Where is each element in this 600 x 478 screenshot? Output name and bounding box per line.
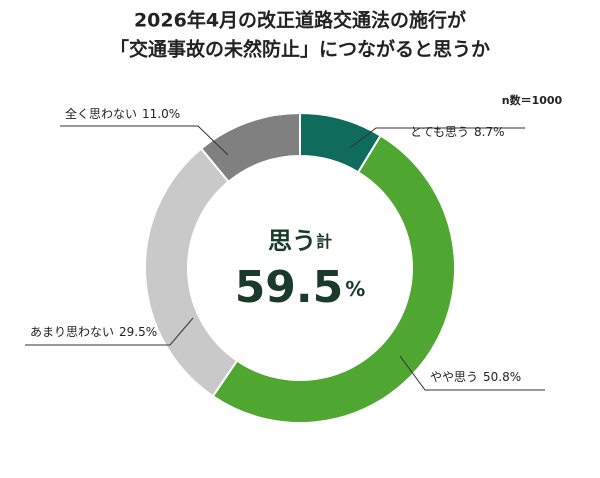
- center-unit: %: [345, 277, 365, 301]
- center-label: 思う計: [268, 227, 332, 255]
- value-label: 8.7%: [474, 125, 505, 139]
- donut-slice: [199, 111, 301, 184]
- chart-title: 2026年4月の改正道路交通法の施行が: [134, 9, 466, 32]
- leader-line: [25, 317, 194, 346]
- center-value: 59.5%: [235, 262, 366, 313]
- slice-label: あまり思わない 29.5%: [30, 325, 157, 339]
- donut-slice: [211, 134, 456, 425]
- leader-line: [349, 127, 525, 149]
- value-label: 29.5%: [119, 325, 157, 339]
- slice-label: 全く思わない 11.0%: [65, 106, 180, 121]
- slice-label: やや思う 50.8%: [430, 370, 521, 384]
- leader-line: [60, 125, 229, 156]
- chart-title: 「交通事故の未然防止」につながると思うか: [110, 38, 490, 61]
- category-label: とても思う: [410, 125, 469, 139]
- category-label: やや思う: [430, 370, 478, 384]
- value-label: 11.0%: [142, 107, 180, 121]
- sample-size: n数＝1000: [502, 93, 563, 107]
- center-label-suffix: 計: [316, 232, 332, 251]
- center-label-main: 思う: [268, 227, 316, 255]
- category-label: あまり思わない: [30, 325, 114, 339]
- leader-line: [399, 355, 545, 391]
- slice-label: とても思う 8.7%: [410, 125, 505, 139]
- donut-slice: [144, 147, 239, 398]
- category-label: 全く思わない: [65, 106, 137, 121]
- center-number: 59.5: [235, 262, 344, 313]
- value-label: 50.8%: [483, 370, 521, 384]
